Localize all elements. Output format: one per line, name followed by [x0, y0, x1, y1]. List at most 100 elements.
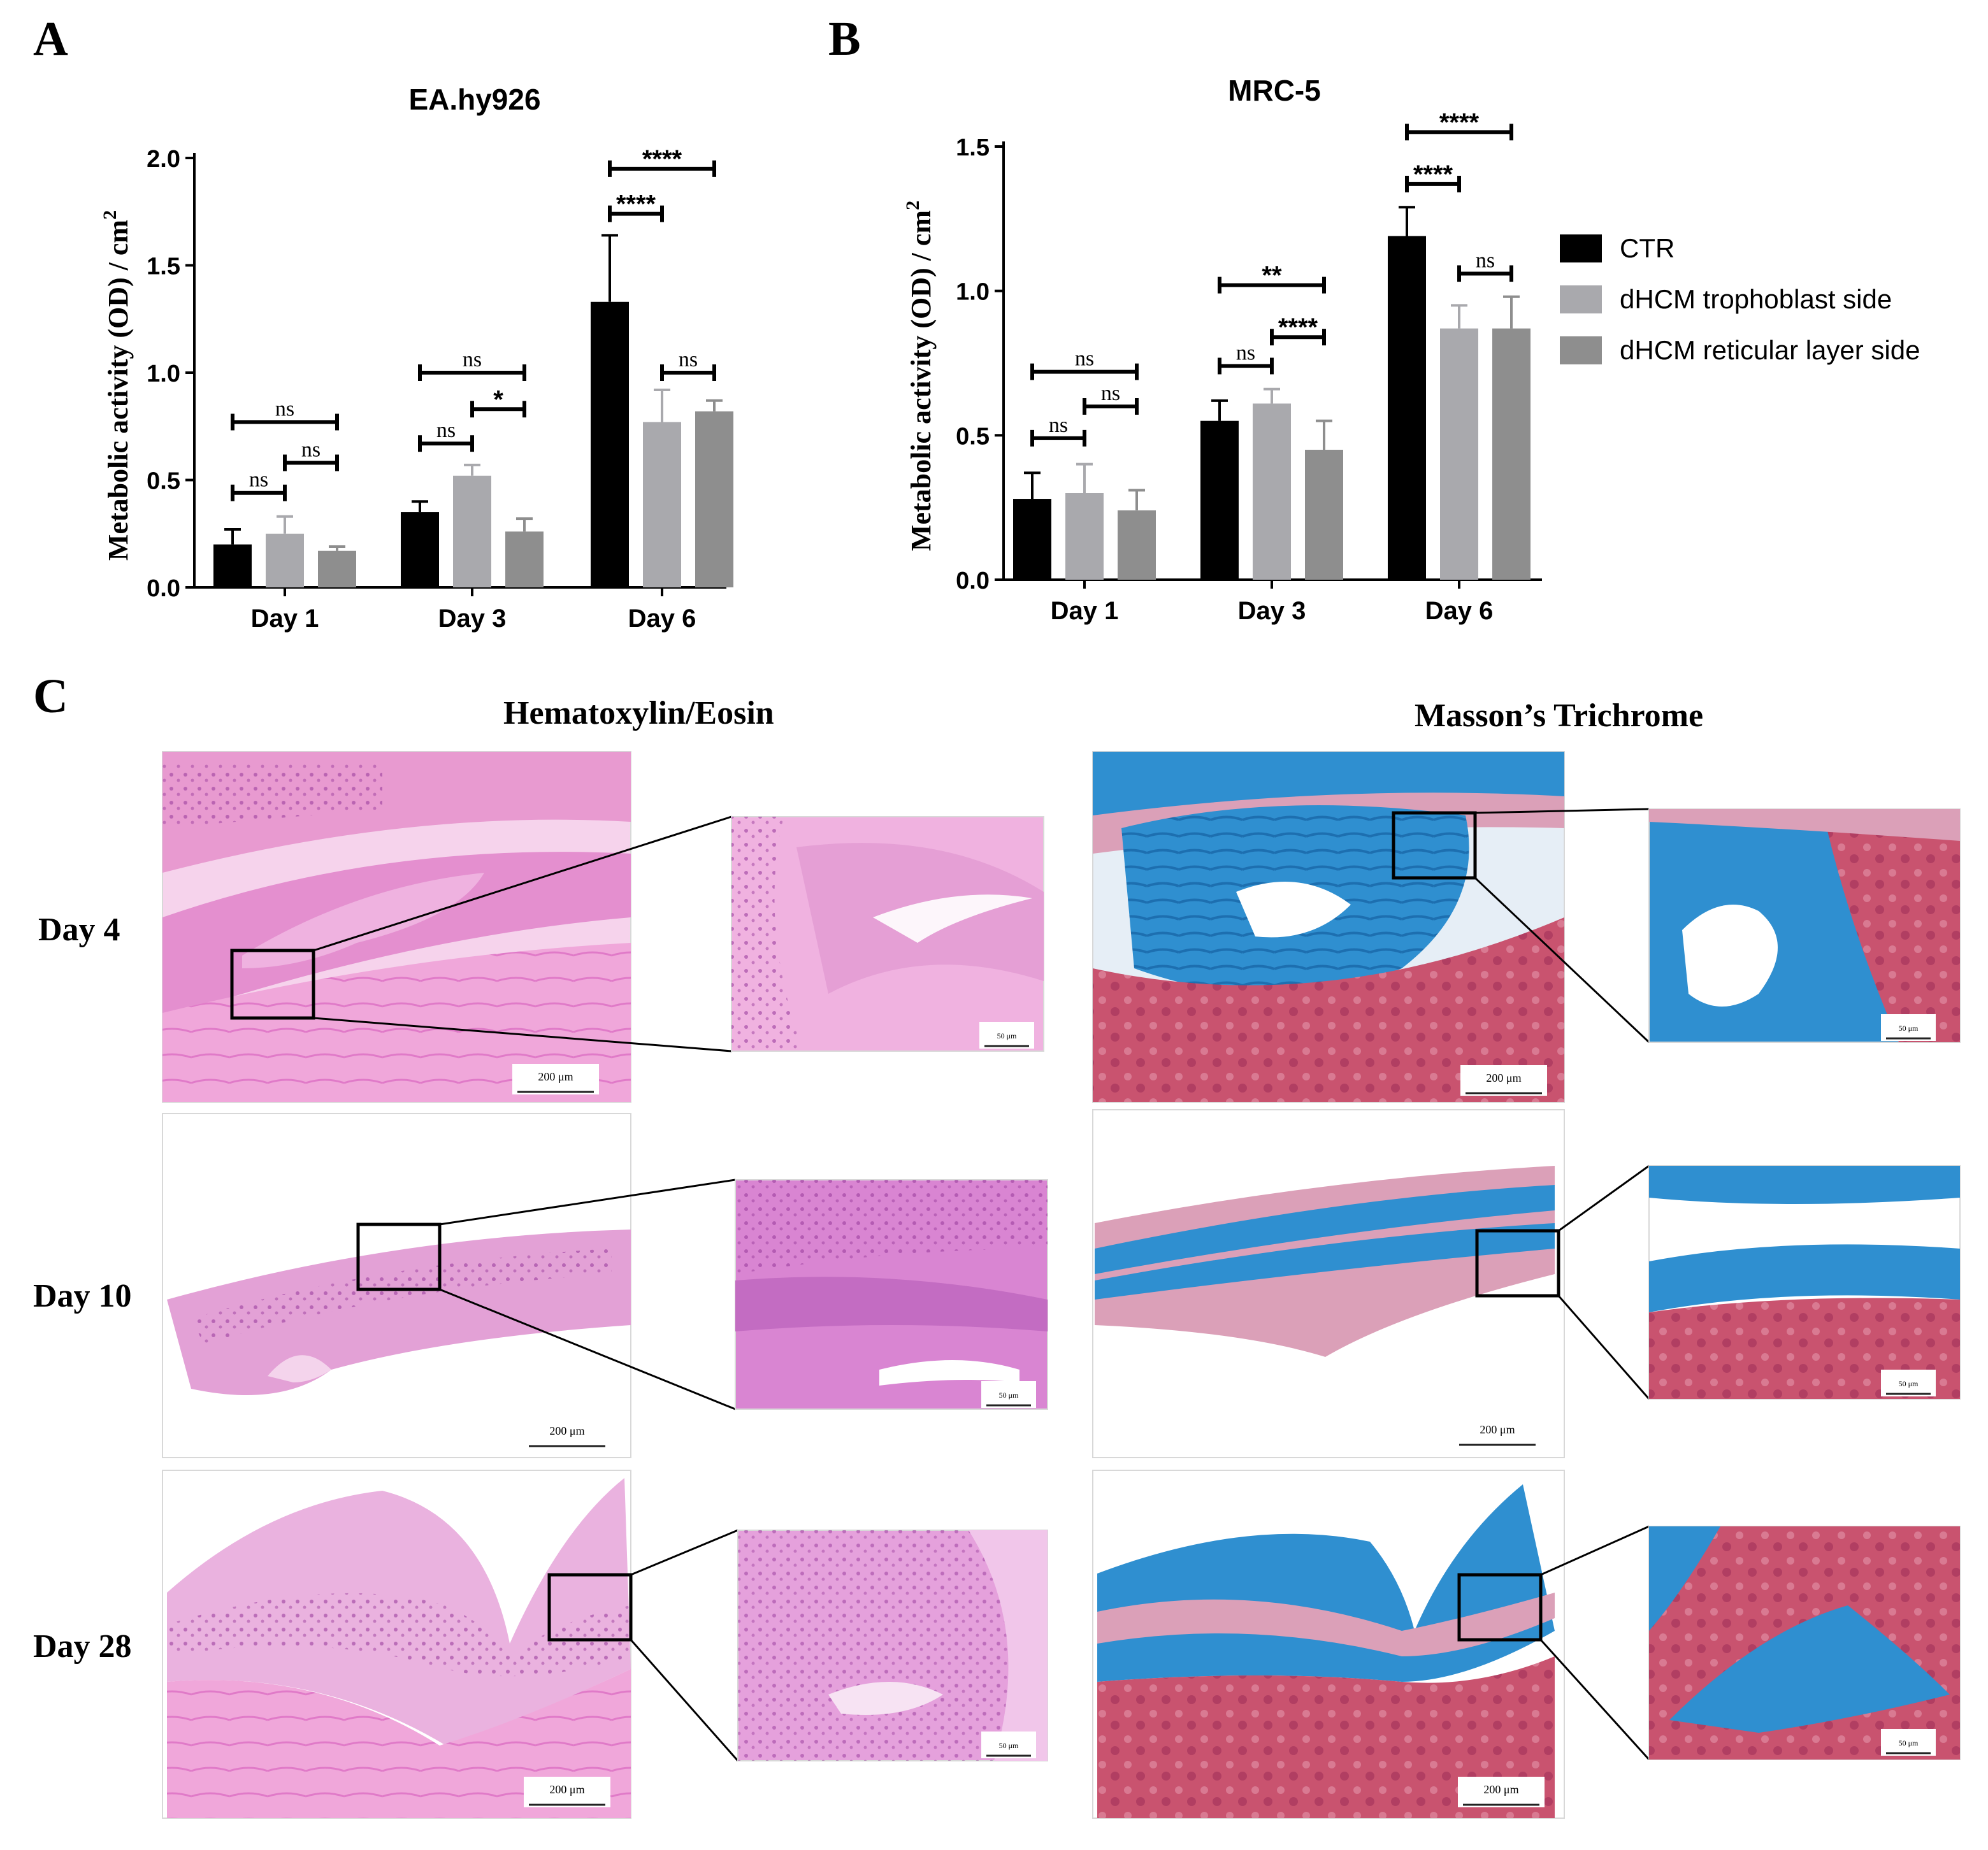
- bar: [1440, 328, 1478, 580]
- dermis-band: [1097, 1593, 1555, 1656]
- gap: [879, 1360, 1019, 1386]
- micrograph-masson-day-4-zoom: 50 μm: [1648, 808, 1961, 1043]
- y-axis-label: Metabolic activity (OD) / cm2: [99, 210, 134, 561]
- y-tick-label: 0.5: [956, 423, 990, 450]
- scalebar-bg: [512, 1064, 599, 1094]
- scalebar-label: 50 μm: [1899, 1739, 1919, 1747]
- bar: [591, 301, 629, 587]
- y-axis-label: Metabolic activity (OD) / cm2: [902, 201, 937, 551]
- scalebar-label: 200 μm: [549, 1783, 584, 1796]
- legend-swatch-reticular: [1560, 336, 1602, 364]
- scalebar-label: 50 μm: [1899, 1379, 1919, 1388]
- lumen: [1682, 905, 1778, 1007]
- surface-band: [1649, 809, 1960, 841]
- micrograph-he-day-10: 200 μm: [162, 1113, 736, 1458]
- legend-item: CTR: [1560, 223, 1920, 274]
- micrograph-masson-day-4: 200 μm: [1092, 751, 1650, 1103]
- lumen: [1236, 882, 1351, 938]
- scalebar-bg: [1881, 1729, 1936, 1756]
- micrograph-masson-day-28-zoom: 50 μm: [1648, 1526, 1961, 1760]
- bar: [453, 475, 491, 587]
- row-label-day-28: Day 28: [33, 1628, 132, 1665]
- y-tick-label: 0.0: [956, 568, 990, 594]
- bar: [1492, 328, 1531, 580]
- significance-label: *: [493, 385, 503, 413]
- scalebar-bg: [1881, 1014, 1936, 1041]
- scalebar-label: 200 μm: [538, 1070, 573, 1083]
- chart-ea-hy926: EA.hy926 Metabolic activity (OD) / cm2 0.0…: [99, 83, 733, 633]
- legend-label: CTR: [1620, 233, 1675, 263]
- y-tick-label: 1.0: [956, 279, 990, 306]
- y-tick-label: 1.5: [956, 134, 990, 161]
- collagen-band: [1095, 1185, 1555, 1274]
- legend-item: dHCM reticular layer side: [1560, 325, 1920, 376]
- zoom-region-box: [1457, 1573, 1543, 1642]
- zoom-connector-line: [313, 815, 732, 952]
- chart-title: EA.hy926: [408, 83, 540, 116]
- significance-label: ns: [1075, 347, 1094, 371]
- y-axis-label-superscript: 2: [902, 201, 923, 210]
- zoom-connector-line: [630, 1639, 739, 1761]
- significance-label: ns: [301, 438, 321, 462]
- legend-label: dHCM trophoblast side: [1620, 284, 1892, 314]
- zoom-connector-line: [439, 1288, 736, 1410]
- micrograph-he-day-28-zoom: 50 μm: [737, 1530, 1048, 1761]
- bar: [505, 531, 544, 587]
- x-tick-label: Day 6: [1425, 597, 1494, 625]
- scalebar-label: 200 μm: [549, 1424, 584, 1437]
- micrograph-masson-day-10: 200 μm: [1092, 1109, 1650, 1458]
- legend-item: dHCM trophoblast side: [1560, 274, 1920, 325]
- legend-swatch-ctr: [1560, 234, 1602, 262]
- scalebar-label: 200 μm: [1480, 1423, 1515, 1436]
- zoom-region-box: [230, 949, 315, 1020]
- scalebar-bg: [1458, 1777, 1545, 1807]
- significance-label: ns: [275, 398, 294, 421]
- y-tick-label: 1.0: [147, 361, 180, 387]
- zoom-connector-line: [313, 1017, 732, 1052]
- collagen-band: [1649, 1166, 1960, 1204]
- zoom-connector-line: [439, 1179, 736, 1226]
- lumen: [873, 894, 1032, 943]
- micrograph-he-day-28: 200 μm: [162, 1470, 739, 1819]
- bar: [643, 422, 681, 587]
- scalebar-bg: [1460, 1065, 1547, 1096]
- bar: [1013, 499, 1051, 580]
- panel-label-a: A: [33, 12, 68, 66]
- stain-title-he: Hematoxylin/Eosin: [503, 695, 774, 731]
- scalebar-label: 50 μm: [999, 1391, 1019, 1400]
- significance-label: ns: [679, 348, 698, 371]
- collagen-band: [1649, 1244, 1960, 1312]
- significance-label: ns: [436, 419, 456, 442]
- cell-layer: [738, 1530, 1048, 1761]
- row-label-day-4: Day 4: [38, 912, 120, 948]
- significance-label: ns: [249, 468, 268, 492]
- legend-swatch-trophoblast: [1560, 285, 1602, 313]
- micrograph-masson-day-28: 200 μm: [1092, 1470, 1650, 1819]
- scalebar-label: 50 μm: [997, 1031, 1017, 1040]
- micrograph-masson-day-10-zoom: 50 μm: [1648, 1165, 1961, 1400]
- scalebar-label: 200 μm: [1486, 1072, 1521, 1084]
- muscle-layer: [167, 1669, 631, 1818]
- micrograph-he-day-4-zoom: 50 μm: [731, 816, 1044, 1052]
- zoom-connector-line: [1558, 1165, 1650, 1232]
- x-tick-label: Day 1: [251, 605, 319, 633]
- scalebar-label: 50 μm: [1899, 1024, 1919, 1033]
- bar: [1253, 403, 1291, 580]
- significance-label: ****: [642, 145, 682, 173]
- row-label-day-10: Day 10: [33, 1278, 132, 1314]
- x-tick-label: Day 3: [438, 605, 507, 633]
- zoom-connector-line: [1474, 808, 1650, 814]
- fold: [268, 1355, 331, 1382]
- cell-layer: [191, 1249, 612, 1344]
- cell-layer: [1822, 809, 1960, 1042]
- outer-layer: [969, 1530, 1048, 1761]
- scalebar-label: 50 μm: [999, 1741, 1019, 1750]
- bar: [1388, 236, 1426, 580]
- zoom-region-box: [547, 1573, 633, 1642]
- scalebar-bg: [979, 1022, 1034, 1049]
- fiber-band: [735, 1277, 1048, 1331]
- micrograph-he-day-10-zoom: 50 μm: [735, 1179, 1048, 1410]
- zoom-connector-line: [630, 1529, 738, 1576]
